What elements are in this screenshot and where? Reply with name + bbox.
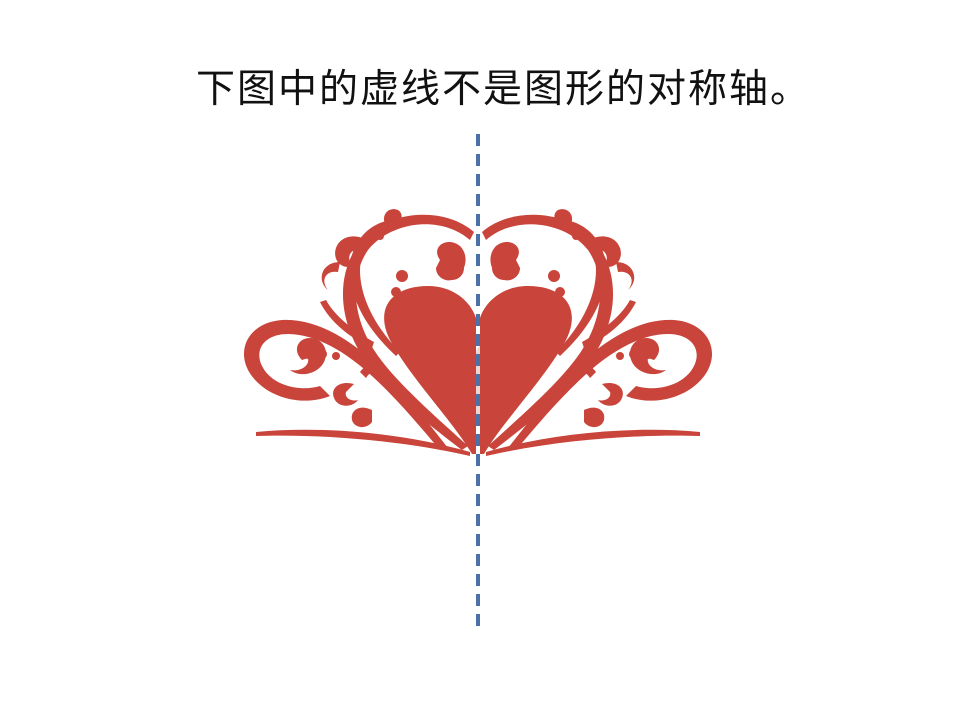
statement-text: 下图中的虚线不是图形的对称轴。 <box>196 67 812 112</box>
